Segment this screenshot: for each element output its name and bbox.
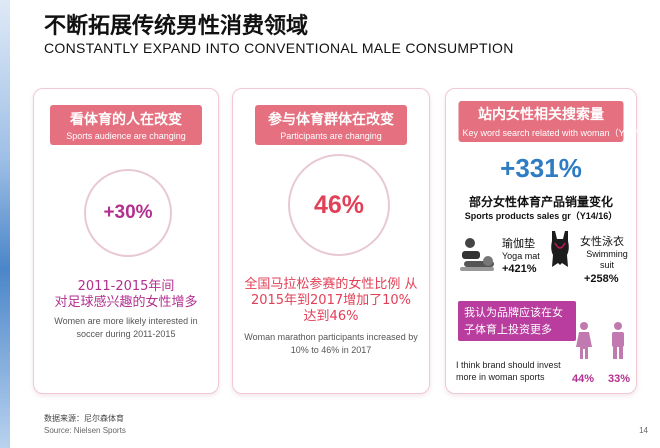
card-description-en: Woman marathon participants increased by… — [244, 332, 418, 355]
desc-line-1: 2011-2015年间 — [77, 279, 175, 294]
page-title: 不断拓展传统男性消费领域 — [44, 14, 309, 39]
card-header: 站内女性相关搜索量 Key word search related with w… — [458, 101, 660, 142]
card-description-zh: 2011-2015年间 对足球感兴趣的女性增多 — [34, 279, 218, 311]
brand-investment-callout: 我认为品牌应该在女子体育上投资更多 — [458, 301, 576, 341]
yoga-mat-icon — [460, 238, 494, 271]
page-number: 14 — [639, 426, 648, 435]
stat-value: +30% — [103, 202, 153, 223]
female-person-icon — [576, 322, 592, 359]
swimsuit-label-en: Swimming suit — [586, 249, 628, 270]
card-header: 看体育的人在改变 Sports audience are changing — [50, 105, 202, 145]
card-header-en: Key word search related with woman（Y14/Y… — [462, 128, 660, 138]
brand-investment-en: I think brand should invest more in woma… — [456, 360, 561, 382]
card-sports-audience: 看体育的人在改变 Sports audience are changing +3… — [33, 88, 219, 394]
male-percentage: 33% — [608, 373, 631, 385]
desc-line-2: 对足球感兴趣的女性增多 — [54, 295, 198, 310]
yoga-mat-label-zh: 瑜伽垫 — [502, 237, 535, 250]
card-header: 参与体育群体在改变 Participants are changing — [255, 105, 407, 145]
card-header-zh: 看体育的人在改变 — [70, 112, 182, 128]
swimsuit-icon — [551, 231, 569, 267]
card-header-en: Participants are changing — [280, 131, 382, 141]
yoga-mat-label-en: Yoga mat — [502, 251, 540, 261]
yoga-mat-growth: +421% — [502, 263, 537, 275]
swimsuit-growth: +258% — [584, 273, 619, 285]
male-person-icon — [612, 322, 624, 359]
card-participants: 参与体育群体在改变 Participants are changing 46% … — [232, 88, 430, 394]
data-source-zh: 数据来源：尼尔森体育 — [44, 414, 124, 423]
page-subtitle: CONSTANTLY EXPAND INTO CONVENTIONAL MALE… — [44, 40, 514, 56]
female-percentage: 44% — [572, 373, 595, 385]
data-source-en: Source: Nielsen Sports — [44, 426, 126, 435]
sales-change-title-en: Sports products sales gr（Y14/16） — [464, 211, 618, 221]
left-decorative-strip — [0, 0, 10, 448]
search-growth-value: +331% — [500, 153, 582, 183]
card-header-en: Sports audience are changing — [66, 131, 186, 141]
swimsuit-label-zh: 女性泳衣 — [580, 235, 624, 248]
card-header-zh: 参与体育群体在改变 — [268, 112, 394, 128]
card-description-zh: 全国马拉松参赛的女性比例 从2015年到2017增加了10% 达到46% — [244, 277, 418, 324]
card-header-zh: 站内女性相关搜索量 — [478, 107, 604, 123]
card-keyword-search: 站内女性相关搜索量 Key word search related with w… — [445, 88, 660, 394]
stat-circle: 46% — [288, 154, 390, 256]
stat-circle: +30% — [84, 169, 172, 257]
stat-value: 46% — [313, 190, 365, 219]
card-description-en: Women are more likely interested in socc… — [54, 316, 198, 339]
sales-change-title-zh: 部分女性体育产品销量变化 — [468, 195, 613, 209]
